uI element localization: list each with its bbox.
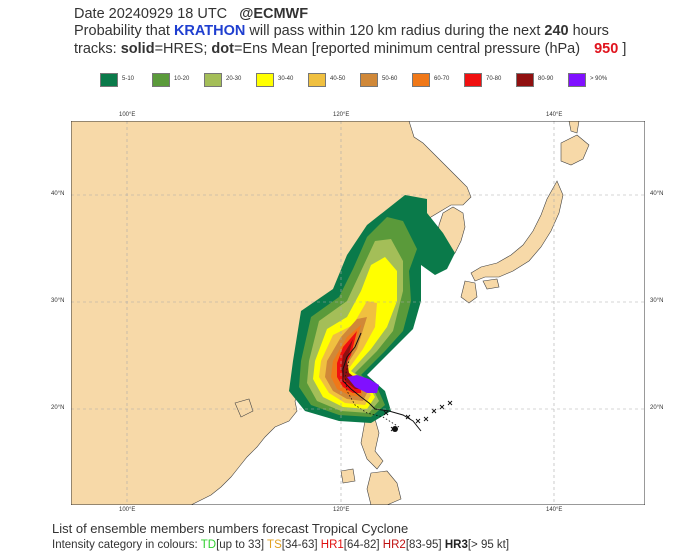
land-mindoro [340,468,356,484]
header-line-1: Date 20240929 18 UTC @ECMWF [74,6,308,23]
legend-label: 70-80 [486,76,502,82]
legend-label: 10-20 [174,76,190,82]
cat-hr2-range: [83-95] [405,539,442,551]
lat-label-right-1: 40°N [650,191,664,197]
legend-label: 50-60 [382,76,398,82]
land-philippines-south [366,470,402,505]
prob-80-90 [341,339,361,389]
legend-label: 30-40 [278,76,294,82]
tracks-suffix: ] [618,41,627,57]
probability-map [71,121,645,505]
lon-label-bottom-1: 100°E [119,507,136,513]
legend-swatch-5-10 [100,73,118,87]
legend-swatch-20-30 [204,73,222,87]
legend-label: 20-30 [226,76,242,82]
lon-label-bottom-3: 140°E [546,507,563,513]
track-markers [383,400,453,432]
prob-mid: will pass within 120 km radius during th… [245,23,545,39]
lon-label-top-1: 100°E [119,112,136,118]
land-sakhalin [568,121,580,134]
legend-label: 40-50 [330,76,346,82]
land-japan-kyushu [460,280,478,304]
land-japan-hokkaido [560,134,590,166]
storm-name: KRATHON [173,23,246,39]
legend-swatch-70-80 [464,73,482,87]
lat-label-left-1: 40°N [51,191,65,197]
land-japan-shikoku [482,278,500,290]
tracks-prefix: tracks: [74,41,121,57]
cat-ts-range: [34-63] [281,539,318,551]
header-line-3: tracks: solid=HRES; dot=Ens Mean [report… [74,41,626,58]
footer-title: List of ensemble members numbers forecas… [52,521,409,536]
lat-label-right-3: 20°N [650,405,664,411]
land-luzon [360,418,384,470]
cat-td: TD [200,539,217,551]
ens-mean-start-marker [392,426,398,432]
solid-word: solid [120,41,155,57]
lat-label-right-2: 30°N [650,298,664,304]
tracks-mid1: =HRES; [154,41,212,57]
pressure-value: 950 [594,41,619,57]
legend-swatch-90 [568,73,586,87]
cat-hr1: HR1 [320,539,344,551]
legend-swatch-10-20 [152,73,170,87]
cat-hr2: HR2 [382,539,406,551]
legend-swatch-30-40 [256,73,274,87]
intensity-categories: Intensity category in colours: TD[up to … [52,539,509,551]
cat-hr3-range: [> 95 kt] [467,539,510,551]
prob-90 [347,375,379,393]
cat-td-range: [up to 33] [216,539,265,551]
legend-swatch-50-60 [360,73,378,87]
dot-word: dot [211,41,234,57]
forecast-hours: 240 [544,23,569,39]
land-japan-honshu [470,180,564,282]
legend-swatch-60-70 [412,73,430,87]
brand-label: @ECMWF [239,6,309,22]
legend-label: > 90% [590,76,608,82]
ens-mean-track [344,360,400,428]
lat-label-left-3: 20°N [51,405,65,411]
prob-prefix: Probability that [74,23,174,39]
cat-ts: TS [267,539,282,551]
legend-label: 5-10 [122,76,135,82]
legend-swatch-80-90 [516,73,534,87]
lat-label-left-2: 30°N [51,298,65,304]
intensity-prefix: Intensity category in colours: [52,539,201,551]
cat-hr3: HR3 [444,539,468,551]
legend-label: 80-90 [538,76,554,82]
header-line-2: Probability that KRATHON will pass withi… [74,23,609,40]
lon-label-top-2: 120°E [333,112,350,118]
legend-swatch-40-50 [308,73,326,87]
prob-suffix: hours [568,23,609,39]
lon-label-top-3: 140°E [546,112,563,118]
legend-label: 60-70 [434,76,450,82]
hres-track [342,332,422,432]
forecast-date: Date 20240929 18 UTC [74,6,228,22]
tracks-mid2: =Ens Mean [reported minimum central pres… [233,41,585,57]
graticule [71,121,645,505]
lon-label-bottom-2: 120°E [333,507,350,513]
land-hainan [234,398,254,418]
cat-hr1-range: [64-82] [343,539,380,551]
